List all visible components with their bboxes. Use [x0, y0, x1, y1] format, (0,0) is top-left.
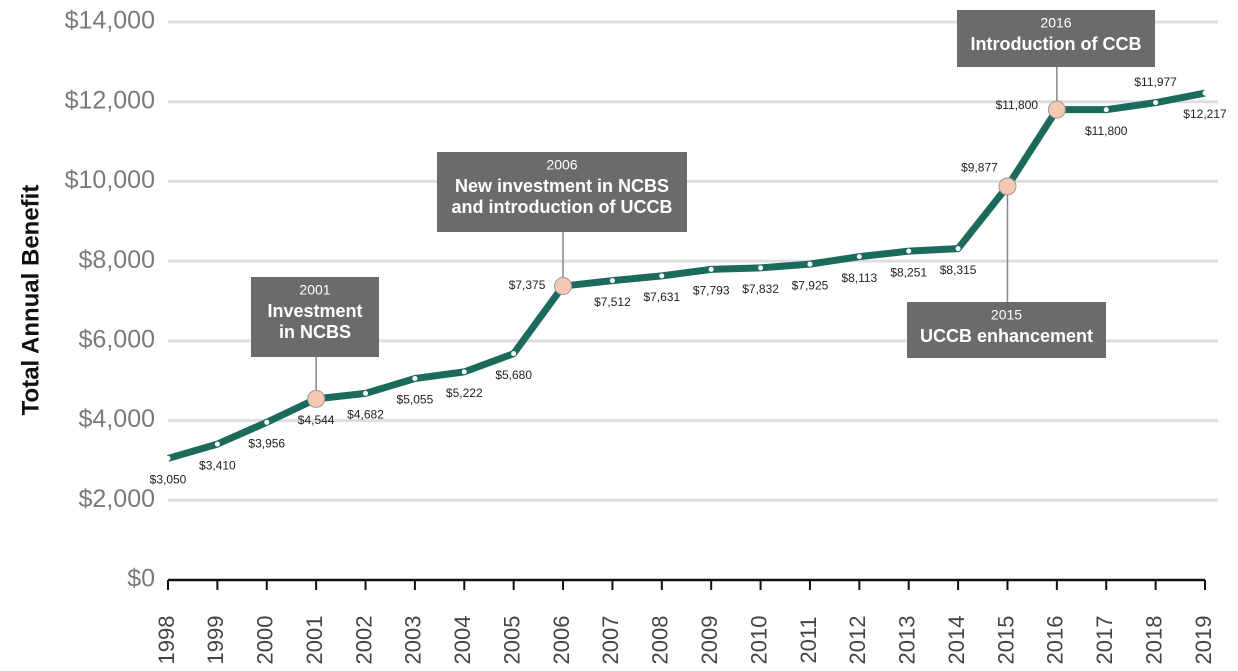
x-tick-label: 2009: [697, 616, 722, 665]
value-label: $11,800: [1085, 124, 1128, 138]
data-point: [807, 261, 813, 267]
data-point: [1202, 90, 1208, 96]
value-label: $7,925: [792, 278, 829, 292]
x-tick-label: 2007: [598, 616, 623, 665]
value-label: $8,113: [841, 271, 877, 285]
annotation-box: [907, 302, 1106, 358]
value-label: $7,793: [693, 284, 730, 298]
data-point: [214, 441, 220, 447]
value-label: $12,217: [1183, 107, 1227, 121]
y-tick-label: $6,000: [79, 325, 155, 353]
y-tick-label: $12,000: [65, 86, 155, 114]
y-tick-label: $8,000: [79, 246, 155, 274]
x-tick-label: 2008: [648, 616, 673, 665]
value-label: $7,512: [594, 295, 631, 309]
x-tick-label: 2018: [1141, 616, 1166, 665]
value-label: $7,832: [742, 282, 779, 296]
x-tick-label: 2002: [351, 616, 376, 665]
value-label: $11,800: [996, 98, 1039, 112]
data-point: [1103, 107, 1109, 113]
highlight-point: [554, 277, 573, 296]
x-tick-label: 1999: [203, 616, 228, 665]
x-tick-label: 2013: [895, 616, 920, 665]
data-point: [264, 419, 270, 425]
x-tick-label: 2006: [549, 616, 574, 665]
highlight-point: [1047, 100, 1066, 119]
highlight-point: [998, 177, 1017, 196]
value-label: $5,222: [446, 386, 483, 400]
data-point: [856, 254, 862, 260]
annotation-text: UCCB enhancement: [920, 326, 1093, 346]
value-label: $8,251: [890, 265, 927, 279]
highlight-point: [307, 389, 326, 408]
y-tick-label: $10,000: [65, 166, 155, 194]
data-point: [412, 376, 418, 382]
value-label: $5,055: [397, 393, 434, 407]
data-line: [167, 89, 1206, 462]
x-tick-label: 2011: [796, 616, 821, 663]
data-point: [659, 273, 665, 279]
value-label: $4,682: [347, 408, 384, 422]
annotation-text: Investment: [267, 301, 362, 321]
x-tick-label: 2016: [1043, 616, 1068, 665]
x-tick-label: 1998: [154, 616, 179, 665]
y-axis-label: Total Annual Benefit: [17, 185, 44, 416]
x-tick-label: 2003: [401, 616, 426, 665]
annotation-year: 2015: [991, 307, 1022, 323]
annotation-text: in NCBS: [279, 322, 351, 342]
value-label: $8,315: [940, 263, 977, 277]
value-label: $3,410: [199, 458, 236, 472]
x-tick-label: 2001: [302, 616, 327, 665]
y-tick-label: $14,000: [65, 7, 155, 35]
data-point: [461, 369, 467, 375]
annotation-text: and introduction of UCCB: [452, 197, 673, 217]
value-label: $4,544: [298, 413, 335, 427]
value-label: $5,680: [495, 368, 532, 382]
annotation-year: 2001: [299, 282, 330, 298]
data-point: [165, 455, 171, 461]
x-tick-label: 2000: [253, 616, 278, 665]
annotation-box: [251, 277, 379, 357]
x-tick-label: 2012: [845, 616, 870, 665]
value-label: $3,956: [248, 436, 285, 450]
annotation-year: 2006: [546, 157, 577, 173]
x-tick-label: 2014: [944, 616, 969, 665]
data-point: [708, 266, 714, 272]
value-label: $9,877: [961, 161, 998, 175]
x-tick-label: 2005: [499, 616, 524, 665]
y-tick-label: $2,000: [79, 485, 155, 513]
data-point: [609, 278, 615, 284]
value-label: $7,631: [643, 290, 680, 304]
y-tick-label: $0: [127, 565, 155, 593]
value-label: $3,050: [150, 473, 187, 487]
data-point: [955, 246, 961, 252]
x-tick-label: 2019: [1191, 616, 1216, 665]
annotation-year: 2016: [1040, 15, 1071, 31]
annotation-box: [957, 10, 1155, 67]
data-point: [511, 351, 517, 357]
data-point: [363, 390, 369, 396]
data-point: [1153, 100, 1159, 106]
x-tick-label: 2015: [993, 616, 1018, 665]
value-label: $7,375: [509, 278, 546, 292]
annotation-text: Introduction of CCB: [971, 34, 1142, 54]
x-tick-label: 2017: [1092, 616, 1117, 665]
x-tick-label: 2010: [746, 616, 771, 665]
data-point: [906, 248, 912, 254]
y-tick-label: $4,000: [79, 405, 155, 433]
value-label: $11,977: [1134, 75, 1177, 89]
annotation-box: [437, 152, 687, 232]
x-tick-label: 2004: [450, 616, 475, 665]
data-point: [758, 265, 764, 271]
annotation-text: New investment in NCBS: [455, 176, 669, 196]
